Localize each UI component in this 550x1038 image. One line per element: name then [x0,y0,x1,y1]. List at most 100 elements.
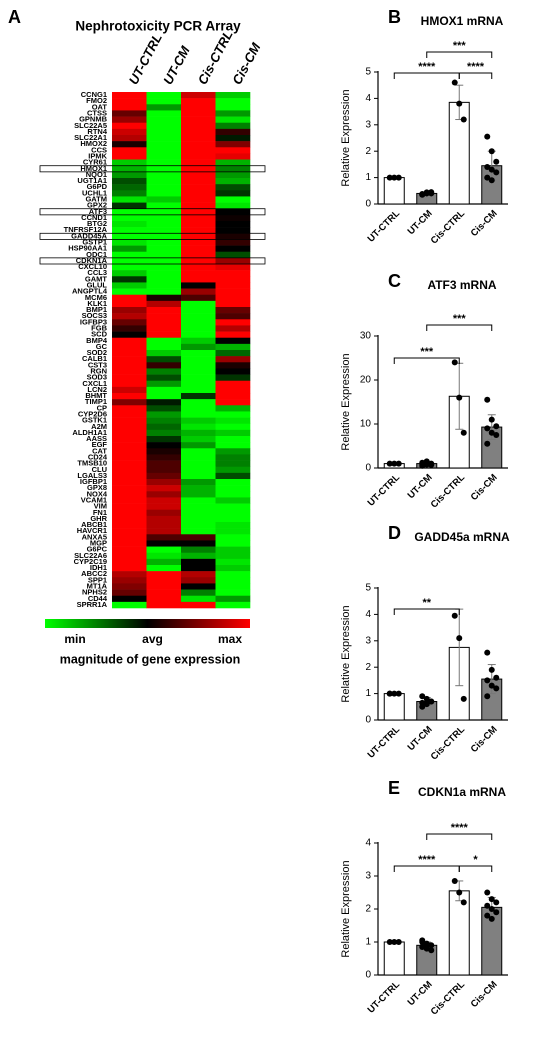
data-point [484,693,491,700]
data-point [428,698,435,705]
heatmap-cell [181,104,216,111]
y-tick-label: 1 [365,172,371,183]
heatmap-cell [112,141,147,148]
row-label: GLUL [87,280,108,289]
heatmap-cell [112,386,147,394]
heatmap-cell [181,147,216,154]
heatmap-cell [181,460,216,468]
row-label: CYR61 [83,158,107,167]
heatmap-cell [215,227,251,234]
heatmap-cell [112,399,147,406]
heatmap-cell [181,515,216,523]
heatmap-cell [181,436,216,443]
data-point [460,116,467,123]
heatmap-cell [146,546,182,554]
row-label: HSP90AA1 [68,244,107,253]
row-label: TIMP1 [85,397,107,406]
row-label: HAVCR1 [77,526,107,535]
significance-bracket [458,865,493,872]
heatmap-cell [181,184,216,191]
colorbar-tick-label: max [218,632,242,646]
heatmap-cell [146,380,182,388]
row-label: FMO2 [86,96,107,105]
heatmap-cell [146,491,182,498]
data-point [419,937,426,944]
heatmap-cell [112,147,147,154]
bar [383,177,405,205]
heatmap-cell [215,141,251,148]
row-label: NOX4 [87,489,108,498]
heatmap-cell [146,429,182,437]
data-point [391,174,398,181]
heatmap-cell [146,245,182,253]
significance-label: **** [451,822,469,834]
heatmap-cell [146,294,182,302]
chart-title: HMOX1 mRNA [421,14,504,28]
heatmap-cell [215,307,251,314]
heatmap-cell [181,479,216,486]
y-tick-label: 5 [365,583,371,594]
heatmap-cell [112,233,147,240]
heatmap-cell [215,491,251,498]
heatmap-cell [181,251,216,259]
heatmap-cell [181,380,216,388]
y-tick-label: 0 [365,199,371,210]
heatmap-cell [181,325,216,332]
data-point [493,685,500,692]
heatmap-cell [215,583,251,590]
row-label: CYP2C19 [74,557,107,566]
row-label: KLK1 [87,299,107,308]
significance-bracket [458,72,493,79]
data-point [395,460,402,467]
heatmap-cell [112,472,147,480]
heatmap-cell [112,460,147,468]
row-label: GAMT [85,274,107,283]
heatmap-cell [181,178,216,185]
heatmap-cell [181,386,216,394]
row-label: SPP1 [88,575,107,584]
heatmap-cell [112,307,147,314]
x-tick-label: Cis-CM [469,979,500,1010]
row-label: SPRR1A [77,600,108,609]
row-label: AASS [86,434,107,443]
row-label: CST3 [88,360,107,369]
row-label: ABCC2 [81,569,107,578]
y-tick-label: 10 [360,419,372,430]
heatmap-cell [181,571,216,578]
heatmap-cell [112,227,147,234]
heatmap-cell [215,362,251,369]
significance-label: *** [420,346,434,358]
heatmap-cell [146,104,182,111]
significance-bracket [393,72,460,79]
x-tick-label: UT-CM [406,979,435,1008]
heatmap-cell [112,159,147,167]
heatmap-cell [146,571,182,578]
y-tick-label: 4 [365,609,371,620]
heatmap-cell [215,221,251,228]
significance-bracket [393,608,460,615]
heatmap-cell [146,110,182,117]
significance-bracket [426,324,493,331]
heatmap-cell [146,509,182,517]
data-point [456,635,463,642]
row-label: CCND1 [81,213,107,222]
heatmap-cell [181,423,216,431]
heatmap-cell [112,380,147,388]
heatmap-cell [181,122,216,130]
data-point [488,682,495,689]
y-tick-label: 4 [365,93,371,104]
data-point [451,359,458,366]
significance-label: ** [422,597,431,609]
heatmap-cell [215,595,251,603]
data-point [488,416,495,423]
row-label: OAT [92,102,108,111]
row-label: GATM [85,194,107,203]
heatmap-cell [112,534,147,541]
heatmap-cell [215,282,251,289]
column-label: UT-CM [160,43,193,87]
heatmap-cell [181,208,216,216]
heatmap-cell [215,98,251,105]
row-label: NQO1 [86,170,107,179]
heatmap-cell [146,337,182,345]
row-label: ABCB1 [81,520,107,529]
